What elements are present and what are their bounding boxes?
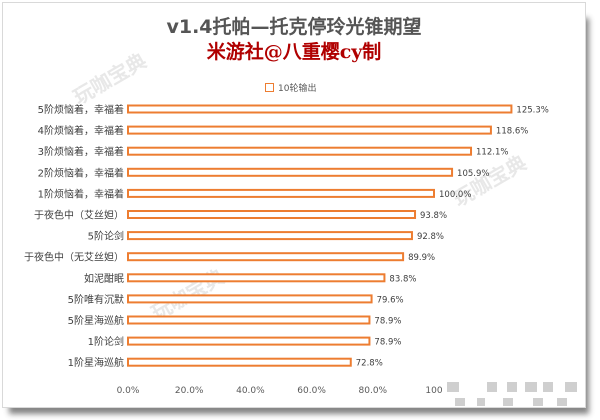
data-label: 83.8%: [389, 274, 416, 284]
bar: [127, 210, 417, 219]
data-label: 125.3%: [516, 106, 548, 116]
category-label: 5阶论剑: [88, 230, 124, 243]
x-tick-label: 100: [425, 386, 442, 396]
x-tick-label: 80.0%: [359, 386, 388, 396]
x-tick-label: 60.0%: [297, 386, 326, 396]
legend-label: 10轮输出: [278, 83, 317, 94]
data-label: 100.0%: [439, 190, 471, 200]
bar: [127, 167, 454, 177]
x-tick-label: 40.0%: [236, 386, 265, 396]
category-label: 2阶烦恼着，幸福着: [38, 166, 124, 179]
data-label: 78.9%: [374, 317, 401, 327]
category-label: 如泥酣眠: [84, 272, 124, 285]
category-label: 5阶星海巡航: [68, 314, 124, 327]
chart-page: 玩咖宝典 玩咖宝典 玩咖宝典 v1.4托帕—托克停玲光锥期望 米游社@八重樱cy…: [2, 2, 586, 408]
bar: [127, 104, 513, 114]
data-label: 89.9%: [408, 253, 435, 263]
chart-title: v1.4托帕—托克停玲光锥期望: [166, 16, 422, 38]
bar: [127, 146, 473, 156]
data-label: 79.6%: [377, 295, 404, 305]
bar: [127, 336, 371, 346]
category-label: 于夜色中（艾丝妲）: [34, 209, 124, 222]
data-label: 105.9%: [457, 169, 489, 179]
bar: [127, 252, 405, 262]
chart-subtitle: 米游社@八重樱cy制: [206, 41, 382, 63]
bar: [127, 294, 373, 304]
data-label: 92.8%: [417, 232, 444, 242]
data-label: 118.6%: [496, 127, 528, 137]
chart-legend: 10轮输出: [265, 80, 316, 94]
bar: [127, 188, 435, 198]
bar: [127, 357, 352, 367]
category-label: 于夜色中（无艾丝妲）: [24, 251, 124, 264]
legend-swatch: [265, 82, 274, 92]
category-label: 3阶烦恼着，幸福着: [38, 145, 124, 158]
data-label: 78.9%: [374, 338, 401, 348]
x-tick-label: 0.0%: [117, 386, 140, 396]
category-label: 1阶烦恼着，幸福着: [38, 187, 124, 200]
data-label: 72.8%: [356, 359, 383, 369]
bar-chart: 5阶烦恼着，幸福着 125.3% 4阶烦恼着，幸福着 118.6% 3阶烦恼着，幸福着 1…: [24, 103, 549, 396]
bar: [127, 273, 386, 283]
data-label: 112.1%: [476, 148, 508, 158]
category-label: 5阶唯有沉默: [68, 293, 124, 306]
blurred-overlay: [447, 380, 597, 410]
category-label: 4阶烦恼着，幸福着: [38, 124, 124, 137]
category-label: 1阶星海巡航: [68, 356, 124, 369]
bar: [127, 315, 371, 325]
data-label: 93.8%: [420, 211, 447, 221]
category-label: 5阶烦恼着，幸福着: [38, 103, 124, 116]
bar: [127, 231, 413, 241]
bar: [127, 125, 492, 135]
x-tick-label: 20.0%: [175, 386, 204, 396]
category-label: 1阶论剑: [88, 335, 124, 348]
